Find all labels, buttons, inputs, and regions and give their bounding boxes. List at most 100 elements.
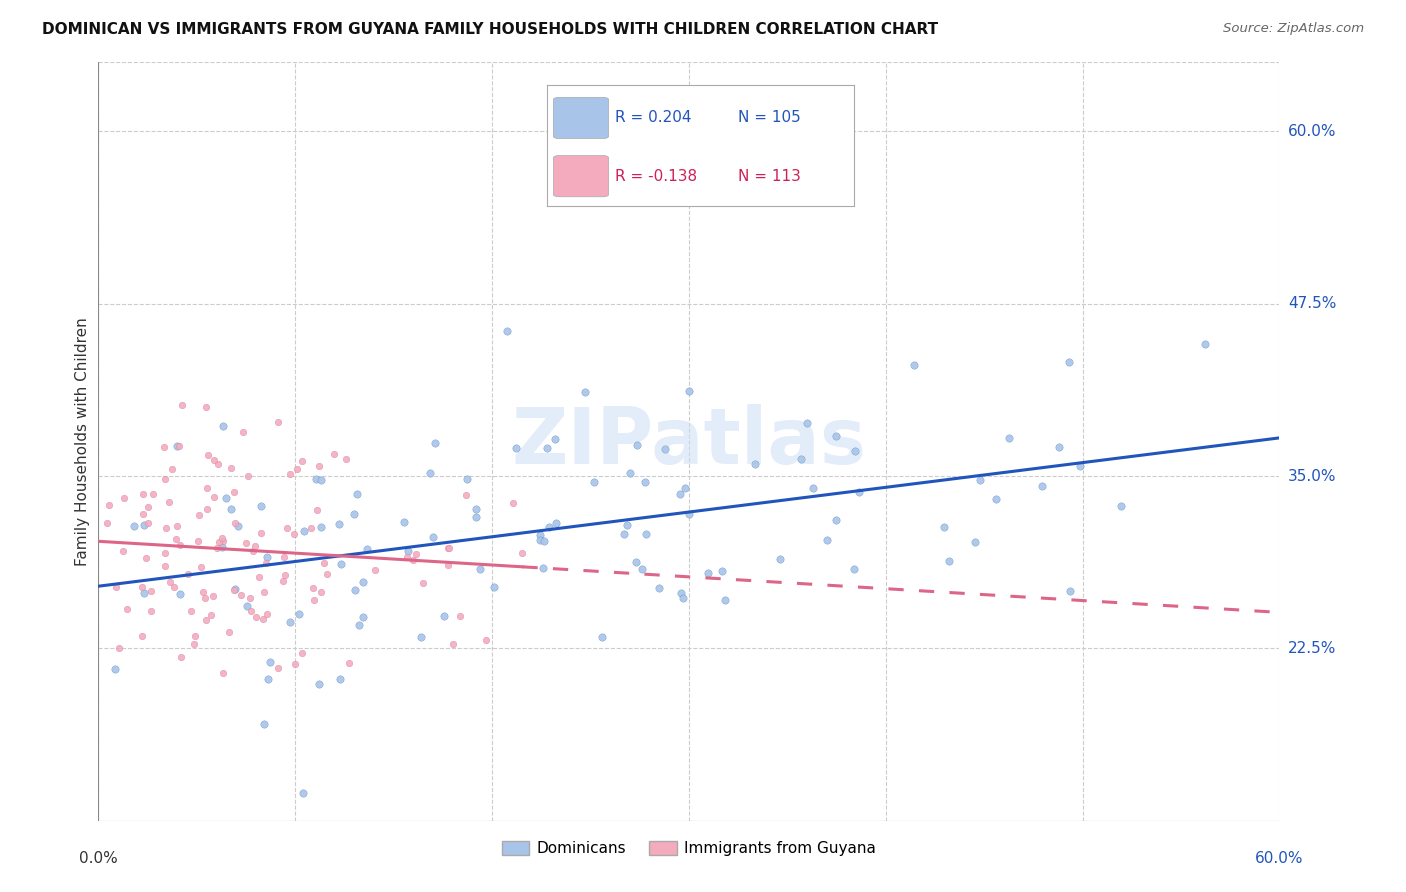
Point xyxy=(423,436,446,450)
Point xyxy=(104,662,127,676)
Point xyxy=(405,547,427,561)
Point xyxy=(252,612,274,626)
Point xyxy=(136,516,159,530)
Point xyxy=(634,526,657,541)
Point xyxy=(454,488,477,502)
Point xyxy=(211,540,233,554)
Point xyxy=(1059,354,1081,368)
Point xyxy=(253,717,276,731)
Point xyxy=(302,582,325,596)
Point xyxy=(236,599,259,613)
Point xyxy=(219,502,242,516)
Point xyxy=(343,582,366,597)
Point xyxy=(848,484,870,499)
Point xyxy=(1047,440,1070,454)
Point xyxy=(184,629,207,643)
Point xyxy=(278,615,301,630)
Point xyxy=(139,604,162,618)
Point xyxy=(456,471,478,485)
Point xyxy=(308,677,330,691)
Point xyxy=(633,475,655,489)
Text: 0.0%: 0.0% xyxy=(79,851,118,866)
Point xyxy=(131,580,153,594)
Point xyxy=(436,558,458,572)
Point xyxy=(449,608,471,623)
Point xyxy=(96,516,118,531)
Text: 60.0%: 60.0% xyxy=(1288,124,1336,139)
Y-axis label: Family Households with Children: Family Households with Children xyxy=(75,318,90,566)
Point xyxy=(631,562,654,576)
Text: DOMINICAN VS IMMIGRANTS FROM GUYANA FAMILY HOUSEHOLDS WITH CHILDREN CORRELATION : DOMINICAN VS IMMIGRANTS FROM GUYANA FAMI… xyxy=(42,22,938,37)
Point xyxy=(212,419,235,434)
Point xyxy=(291,646,314,660)
Point xyxy=(984,491,1007,506)
Point xyxy=(134,586,156,600)
Point xyxy=(696,566,718,580)
Point xyxy=(267,415,290,429)
Point xyxy=(363,563,385,577)
Point xyxy=(678,507,700,521)
Point xyxy=(215,491,238,505)
Point xyxy=(1069,458,1091,473)
Point xyxy=(536,442,558,456)
Point xyxy=(1031,479,1053,493)
Point xyxy=(187,534,209,549)
Point xyxy=(647,582,669,596)
Point xyxy=(329,672,352,686)
Point xyxy=(232,425,254,439)
Point xyxy=(200,608,222,623)
Point xyxy=(235,536,257,550)
Point xyxy=(139,583,162,598)
Point xyxy=(136,500,159,514)
Point xyxy=(422,530,444,544)
Point xyxy=(714,593,737,607)
Text: 60.0%: 60.0% xyxy=(1256,851,1303,866)
Point xyxy=(170,398,193,412)
Point xyxy=(155,558,177,573)
Point xyxy=(163,580,186,594)
Point xyxy=(153,472,176,486)
Point xyxy=(396,550,419,565)
Point xyxy=(194,614,217,628)
Point xyxy=(153,440,176,454)
Point xyxy=(1194,336,1216,351)
Point xyxy=(191,585,214,599)
Text: 47.5%: 47.5% xyxy=(1288,296,1336,311)
Point xyxy=(546,516,568,530)
Point xyxy=(613,526,636,541)
Point xyxy=(162,462,184,476)
Point xyxy=(533,534,555,549)
Point xyxy=(219,461,242,475)
Point xyxy=(710,565,733,579)
Point xyxy=(616,518,638,533)
Point xyxy=(308,459,330,474)
Point xyxy=(284,657,307,671)
Point xyxy=(305,472,328,486)
Point xyxy=(938,553,960,567)
Text: Source: ZipAtlas.com: Source: ZipAtlas.com xyxy=(1223,22,1364,36)
Point xyxy=(176,566,198,581)
Point xyxy=(273,550,295,565)
Point xyxy=(574,385,596,400)
Point xyxy=(626,438,648,452)
Point xyxy=(769,552,792,566)
Point xyxy=(253,585,276,599)
Point xyxy=(934,519,956,533)
Point xyxy=(132,518,155,533)
Point xyxy=(271,574,294,588)
Point xyxy=(166,533,188,547)
Point xyxy=(169,586,191,600)
Point xyxy=(211,534,233,549)
Point xyxy=(619,467,641,481)
Point xyxy=(825,513,848,527)
Point xyxy=(242,544,264,558)
Point xyxy=(211,666,233,681)
Point xyxy=(529,533,551,547)
Legend: Dominicans, Immigrants from Guyana: Dominicans, Immigrants from Guyana xyxy=(495,835,883,863)
Point xyxy=(183,637,205,651)
Point xyxy=(352,574,374,589)
Point xyxy=(97,498,120,512)
Point xyxy=(202,453,225,467)
Point xyxy=(346,487,368,501)
Point xyxy=(309,519,332,533)
